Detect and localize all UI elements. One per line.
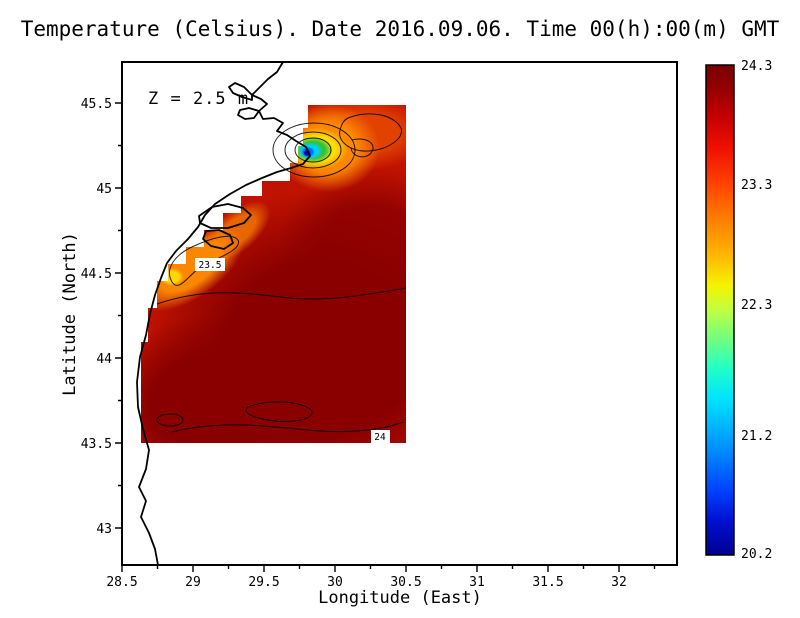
- y-tick-label: 45.5: [81, 97, 112, 112]
- x-axis-tick-labels: 28.5 29 29.5 30 30.5 31 31.5 32: [106, 575, 626, 590]
- eddy-contour: [284, 131, 342, 169]
- eddy-contour: [294, 137, 332, 163]
- eddy-contour: [272, 122, 356, 178]
- contour-lines: [156, 113, 407, 433]
- x-tick-label: 29: [185, 575, 201, 590]
- contour-small-blob: [156, 413, 184, 427]
- x-axis-title: Longitude (East): [318, 588, 482, 608]
- lagoon-shape: [202, 229, 234, 250]
- x-axis-minor-ticks: [156, 565, 656, 569]
- y-axis-title: Latitude (North): [60, 232, 80, 396]
- contour-bottom-blob: [245, 401, 313, 422]
- colorbar-label: 22.3: [741, 298, 772, 313]
- x-axis-major-ticks: [121, 565, 620, 572]
- y-tick-label: 43: [96, 522, 112, 537]
- coastline-main: [136, 61, 311, 566]
- coastline: [136, 61, 311, 566]
- x-tick-label: 28.5: [106, 575, 137, 590]
- colorbar-gradient: [705, 64, 735, 556]
- contour-label-box: [371, 430, 390, 443]
- y-axis-minor-ticks: [118, 144, 122, 487]
- contour-topright: [339, 113, 403, 152]
- x-tick-label: 32: [611, 575, 627, 590]
- colorbar: 24.3 23.3 22.3 21.2 20.2: [705, 59, 772, 562]
- warm-core-blob: [141, 315, 335, 443]
- contour-label-box: [195, 258, 225, 271]
- warm-core-blob: [277, 167, 406, 337]
- depth-label: Z = 2.5 m: [148, 89, 249, 109]
- liman-shape: [237, 107, 260, 120]
- y-tick-label: 44: [96, 352, 112, 367]
- contour-label-24: 24: [374, 432, 386, 443]
- colorbar-label: 23.3: [741, 178, 772, 193]
- colorbar-label: 20.2: [741, 547, 772, 562]
- y-tick-label: 45: [96, 182, 112, 197]
- liman-shape: [228, 82, 253, 101]
- contour-mid: [156, 287, 407, 305]
- x-tick-label: 31.5: [532, 575, 563, 590]
- y-tick-label: 43.5: [81, 437, 112, 452]
- figure-title: Temperature (Celsius). Date 2016.09.06. …: [21, 17, 780, 41]
- y-tick-label: 44.5: [81, 267, 112, 282]
- plot-frame: [121, 61, 678, 566]
- y-axis-major-ticks: [115, 102, 122, 529]
- eddy-contour-hook: [350, 138, 374, 158]
- y-axis-tick-labels: 45.5 45 44.5 44 43.5 43: [81, 97, 112, 537]
- contour-23-5: [169, 235, 240, 286]
- contour-24-bottom: [171, 421, 404, 433]
- colorbar-label: 21.2: [741, 429, 772, 444]
- lagoon-shape: [198, 203, 252, 229]
- contour-labels: 23.5 24: [195, 258, 390, 443]
- contour-label-23-5: 23.5: [199, 260, 222, 271]
- temperature-field: [141, 105, 406, 443]
- x-tick-label: 30.5: [390, 575, 421, 590]
- colorbar-label: 24.3: [741, 59, 772, 74]
- x-tick-label: 30: [327, 575, 343, 590]
- x-tick-label: 31: [469, 575, 485, 590]
- x-tick-label: 29.5: [248, 575, 279, 590]
